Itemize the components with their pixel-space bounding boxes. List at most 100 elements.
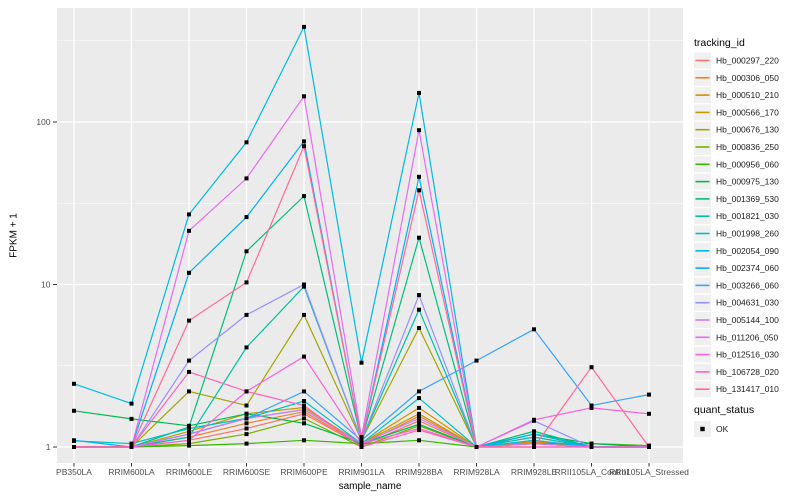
legend-quant-status: OK (694, 421, 729, 437)
data-point (187, 443, 191, 448)
data-point (359, 441, 364, 446)
legend-status-label: OK (716, 424, 729, 434)
data-point (589, 403, 594, 408)
legend-entry-label: Hb_000297_220 (716, 56, 779, 66)
data-point (244, 215, 249, 220)
legend-title-tracking-id: tracking_id (694, 37, 745, 49)
data-point (244, 411, 249, 416)
data-point (244, 312, 249, 317)
plot-panel (57, 8, 683, 463)
legend-entry-label: Hb_011206_050 (716, 332, 779, 342)
data-point (647, 445, 651, 449)
legend-entry-label: Hb_000836_250 (716, 142, 779, 152)
data-point (302, 94, 306, 99)
data-point (244, 249, 249, 254)
data-point (244, 389, 249, 394)
data-point (72, 408, 76, 413)
data-point (187, 435, 191, 440)
data-point (302, 354, 306, 359)
x-tick-label: RRIM600LA (108, 467, 155, 477)
data-point (417, 438, 421, 443)
data-point (532, 432, 536, 437)
data-point (187, 358, 191, 363)
data-point (129, 401, 134, 406)
data-point (302, 421, 306, 426)
data-point (187, 212, 191, 217)
legend-entry: Hb_106728_020 (694, 363, 779, 380)
data-point (417, 418, 421, 423)
legend-entry-label: Hb_012516_030 (716, 350, 779, 360)
data-point (244, 441, 249, 446)
legend-entry-label: Hb_000975_130 (716, 177, 779, 187)
data-point (129, 441, 134, 446)
legend-entry: Hb_011206_050 (694, 329, 779, 346)
data-point (417, 307, 421, 312)
legend-entry: Hb_002054_090 (694, 242, 779, 259)
data-point (302, 411, 306, 416)
data-point (302, 312, 306, 317)
x-tick-label: RRIM600PE (280, 467, 328, 477)
data-point (474, 445, 479, 449)
data-point (417, 414, 421, 419)
legend-entry: Hb_001369_530 (694, 190, 779, 207)
data-point (589, 445, 594, 449)
data-point (244, 280, 249, 285)
data-point (187, 438, 191, 443)
legend-entry: Hb_002374_060 (694, 260, 779, 277)
data-point (302, 139, 306, 144)
data-point (187, 432, 191, 437)
legend-entry: Hb_005144_100 (694, 312, 779, 328)
legend-entry-label: Hb_004631_030 (716, 298, 779, 308)
data-point (187, 429, 191, 434)
x-axis-title: sample_name (338, 481, 402, 492)
data-point (244, 140, 249, 145)
data-point (359, 435, 364, 440)
y-tick-label: 10 (41, 280, 51, 290)
legend-entry: Hb_001821_030 (694, 208, 779, 225)
legend-entry: Hb_131417_010 (694, 381, 779, 398)
data-point (129, 416, 134, 421)
data-point (244, 432, 249, 437)
legend-entry-label: Hb_001998_260 (716, 229, 779, 239)
gridlines-major (57, 8, 683, 463)
legend-entry: Hb_004631_030 (694, 294, 779, 311)
data-point (474, 358, 479, 363)
data-points (72, 24, 651, 449)
x-tick-label: PB350LA (56, 467, 92, 477)
x-tick-label: RRIM928BA (395, 467, 443, 477)
data-point (359, 438, 364, 443)
data-point (302, 407, 306, 412)
legend-entry-label: Hb_000676_130 (716, 125, 779, 135)
x-tick-label: RRII105LA_Stressed (609, 467, 689, 477)
data-point (417, 411, 421, 416)
data-point (417, 188, 421, 193)
data-point (532, 429, 536, 434)
legend-tracking-id: Hb_000297_220 Hb_000306_050 Hb_000510_210 H… (694, 52, 779, 398)
data-point (187, 426, 191, 431)
data-point (302, 403, 306, 408)
legend-entry: Hb_003266_060 (694, 277, 779, 294)
data-point (417, 396, 421, 401)
legend-title-quant-status: quant_status (694, 404, 755, 416)
data-point (417, 416, 421, 421)
data-point (244, 416, 249, 421)
data-point (532, 417, 536, 422)
data-point (647, 392, 651, 397)
data-point (417, 174, 421, 179)
data-point (589, 405, 594, 410)
data-point (129, 445, 134, 449)
data-point (417, 128, 421, 133)
data-point (72, 445, 76, 449)
x-tick-label: RRII105LA_Control (555, 467, 629, 477)
legend-entry-label: Hb_005144_100 (716, 315, 779, 325)
x-tick-label: RRIM928LE (511, 467, 558, 477)
data-point (647, 411, 651, 416)
legend-entry-label: Hb_003266_060 (716, 280, 779, 290)
data-point (72, 438, 76, 443)
data-point (302, 438, 306, 443)
legend-entry: Hb_000566_170 (694, 104, 779, 121)
legend-entry: Hb_000306_050 (694, 69, 779, 86)
data-point (417, 90, 421, 95)
data-point (302, 416, 306, 421)
